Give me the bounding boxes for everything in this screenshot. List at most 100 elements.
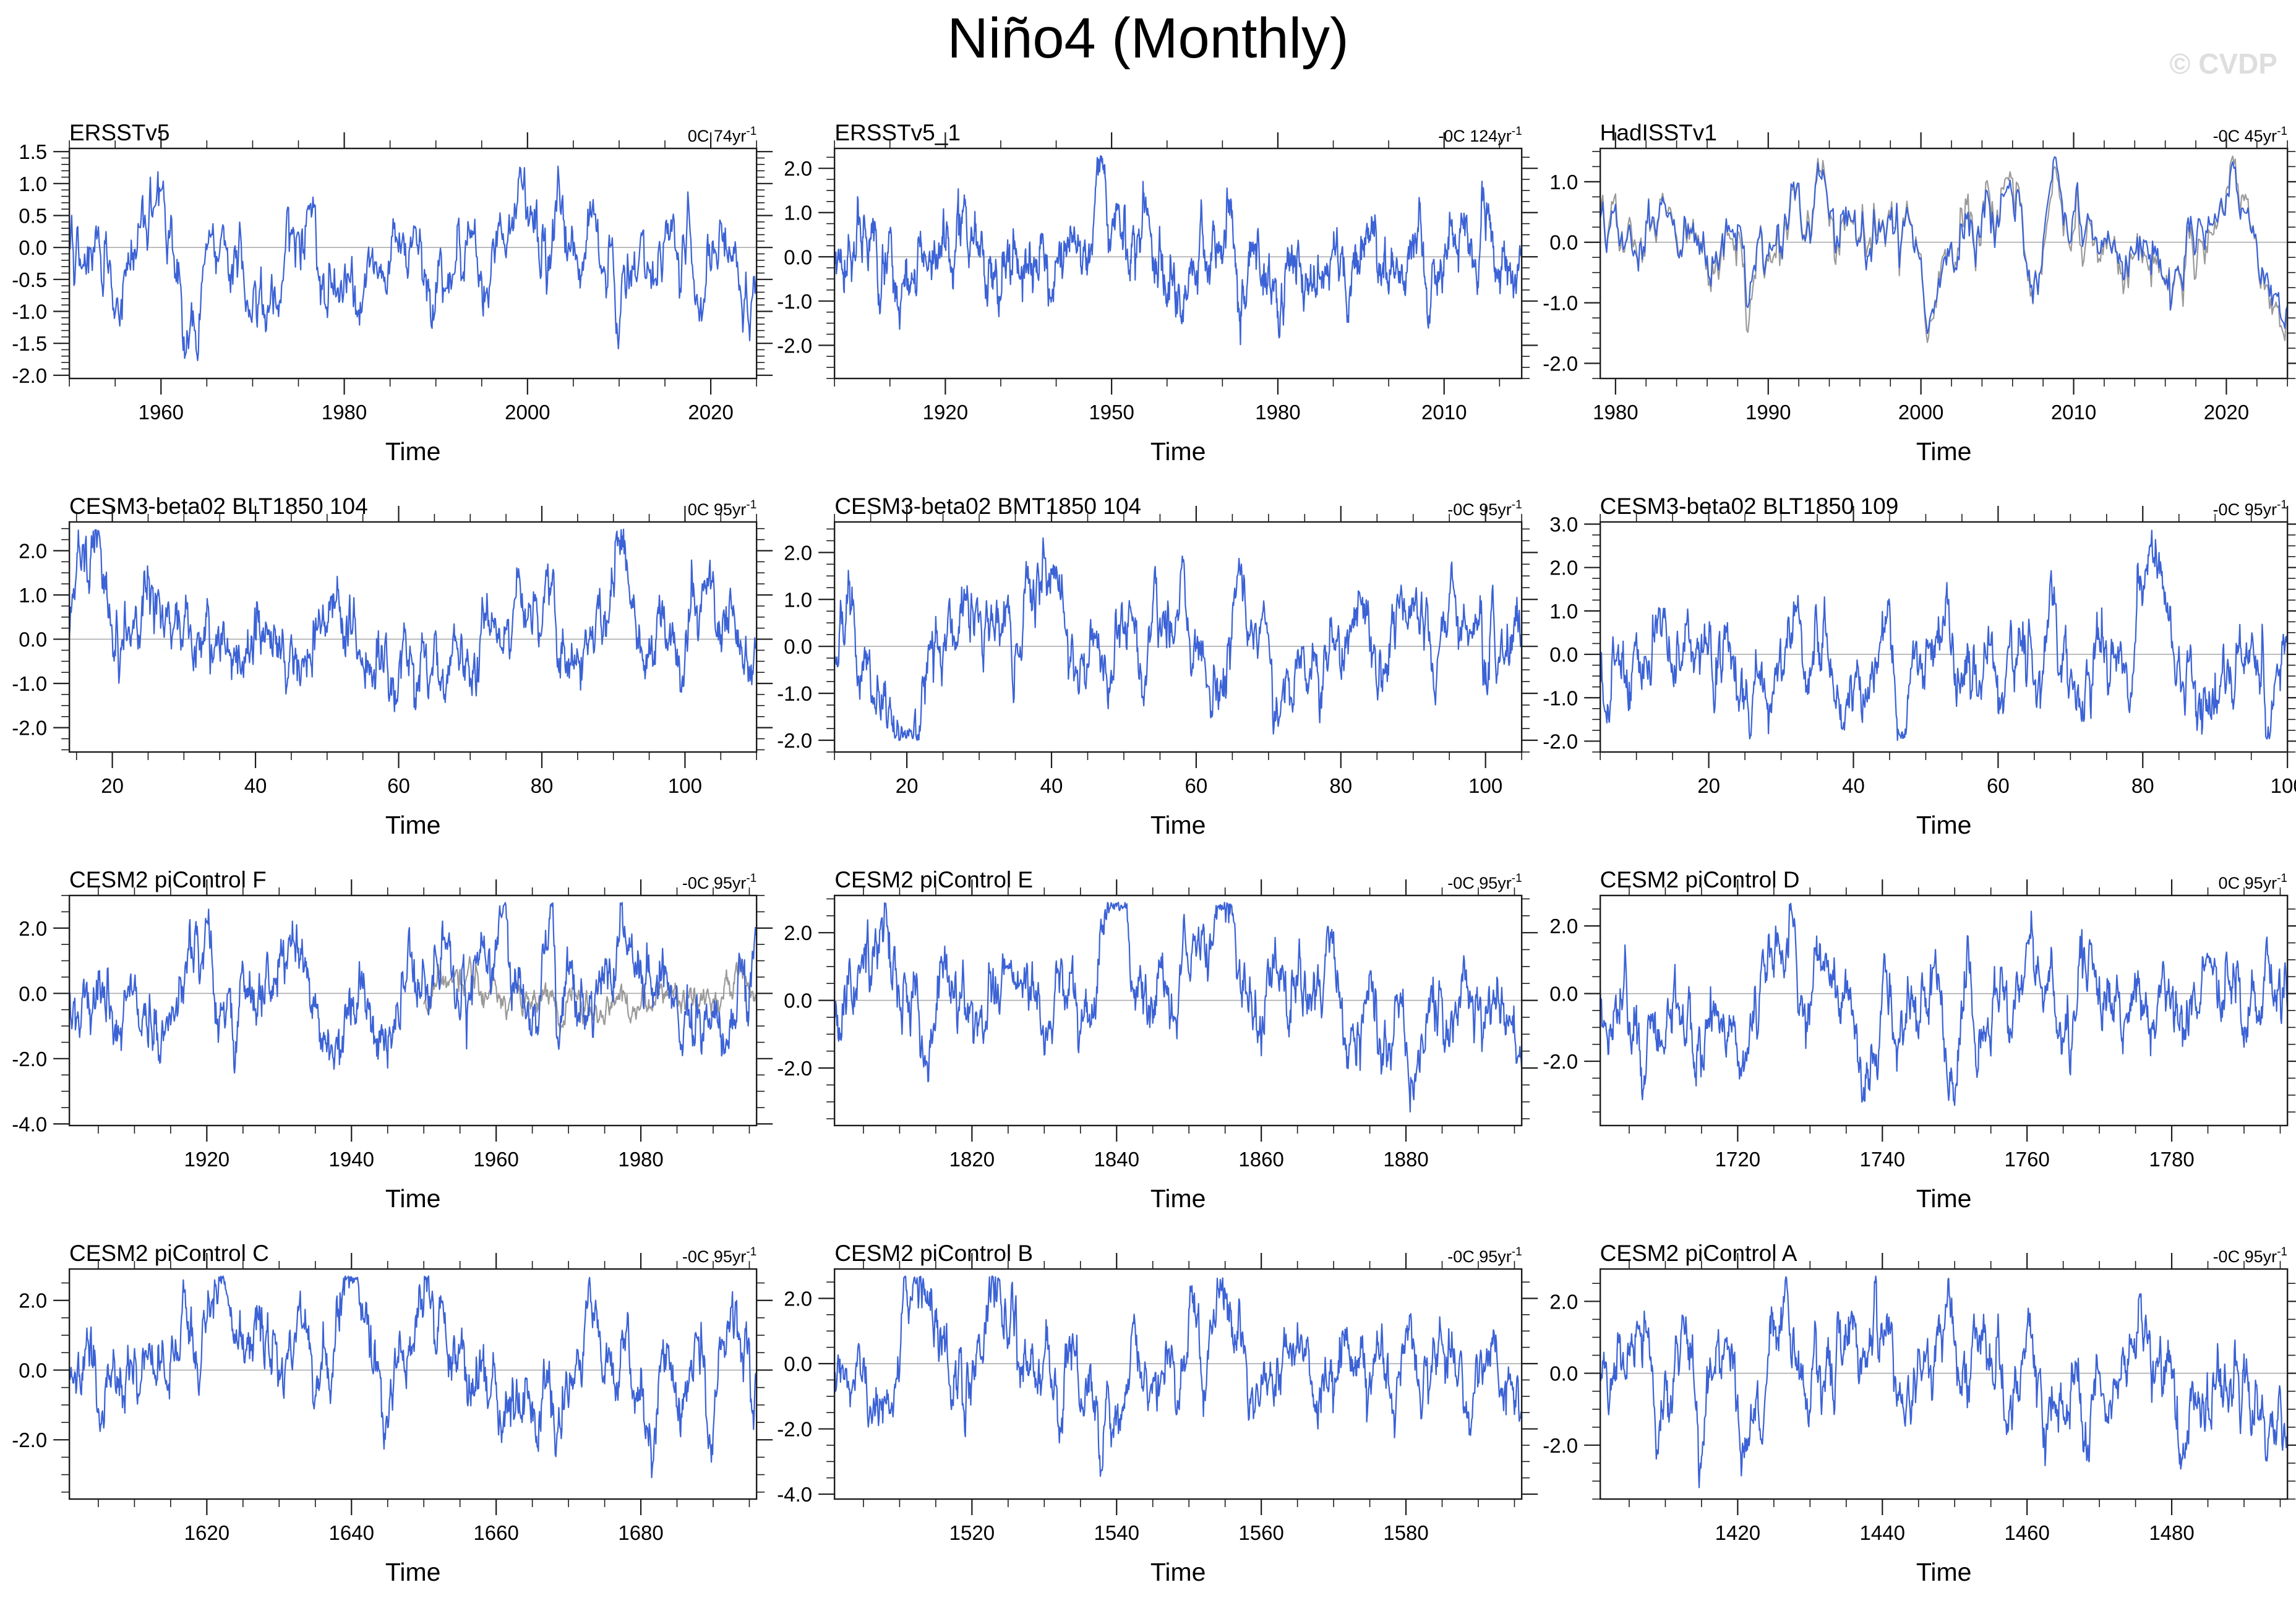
x-tick-label: 60: [387, 774, 410, 797]
chart-panel: CESM2 piControl D 0C 95yr-1 1720 1740 1760…: [1531, 852, 2296, 1226]
x-tick-label: 80: [1330, 774, 1353, 797]
chart-panel: HadISSTv1 -0C 45yr-1 1980 1990 2000 2010 202…: [1531, 105, 2296, 479]
chart-panel: CESM3-beta02 BLT1850 104 0C 95yr-1 20 40 6…: [0, 479, 773, 852]
series-line: [69, 528, 758, 712]
y-tick-label: -2.0: [12, 717, 47, 740]
y-tick-label: -4.0: [777, 1483, 813, 1506]
x-axis-title: Time: [1150, 1558, 1206, 1586]
x-tick-label: 100: [2270, 774, 2296, 797]
x-tick-label: 40: [1040, 774, 1063, 797]
series-line: [834, 1275, 1522, 1477]
x-tick-label: 20: [896, 774, 919, 797]
x-tick-label: 1760: [2004, 1148, 2049, 1171]
y-tick-label: 0.0: [19, 628, 47, 651]
x-axis-title: Time: [385, 1184, 441, 1213]
y-tick-label: 2.0: [784, 157, 813, 180]
plot-frame: [68, 1268, 758, 1500]
y-tick-label: 1.0: [1549, 600, 1578, 623]
plot-canvas: 1920 1950 1980 2010 2.0 1.0 0.0 -1.0 -2.0 Time: [777, 132, 1538, 466]
y-tick-label: 2.0: [19, 540, 47, 563]
x-tick-label: 1780: [2149, 1148, 2194, 1171]
x-tick-label: 2020: [688, 401, 733, 424]
y-tick-label: -2.0: [1543, 1050, 1578, 1073]
x-axis-title: Time: [1150, 437, 1206, 466]
y-tick-label: -0.5: [12, 268, 47, 291]
page-title: Niño4 (Monthly): [947, 7, 1349, 70]
x-tick-label: 1640: [329, 1521, 374, 1544]
x-tick-label: 1980: [322, 401, 367, 424]
x-tick-label: 80: [2131, 774, 2154, 797]
x-tick-label: 80: [531, 774, 554, 797]
x-axis-title: Time: [385, 437, 441, 466]
y-tick-label: 0.0: [1549, 983, 1578, 1006]
x-axis-title: Time: [1916, 437, 1972, 466]
y-tick-label: 1.0: [19, 584, 47, 607]
y-tick-label: -1.0: [777, 682, 813, 705]
y-tick-label: 0.0: [1549, 231, 1578, 254]
y-tick-label: 3.0: [1549, 513, 1578, 536]
y-tick-label: -2.0: [1543, 730, 1578, 753]
panel-grid: ERSSTv5 0C 74yr-1 1960 1980 2000 2020 1.5 1.0…: [0, 105, 2296, 1599]
plot-frame: [1599, 521, 2289, 753]
y-tick-label: -2.0: [777, 729, 813, 752]
plot-frame: [834, 894, 1523, 1127]
y-tick-label: -4.0: [12, 1113, 47, 1135]
overlay-line: [1599, 155, 2288, 343]
x-tick-label: 1680: [618, 1521, 663, 1544]
series-line: [1599, 1275, 2288, 1489]
y-tick-label: 2.0: [1549, 915, 1578, 938]
x-tick-label: 100: [1468, 774, 1502, 797]
y-tick-label: -2.0: [777, 334, 813, 357]
x-tick-label: 1720: [1715, 1148, 1760, 1171]
chart-panel: CESM2 piControl B -0C 95yr-1 1520 1540 156…: [765, 1226, 1538, 1599]
plot-frame: [68, 147, 758, 380]
y-tick-label: -1.0: [12, 301, 47, 323]
x-axis-title: Time: [385, 811, 441, 839]
chart-panel: CESM2 piControl C -0C 95yr-1 1620 1640 166…: [0, 1226, 773, 1599]
series-line: [69, 165, 758, 361]
x-tick-label: 1480: [2149, 1521, 2194, 1544]
x-axis-title: Time: [1916, 1184, 1972, 1213]
plot-frame: [834, 1268, 1523, 1500]
x-axis-title: Time: [1916, 1558, 1972, 1586]
x-tick-label: 1460: [2004, 1521, 2049, 1544]
series-line: [69, 1275, 758, 1479]
plot-canvas: 1980 1990 2000 2010 2020 1.0 0.0 -1.0 -2.0 Time: [1543, 132, 2296, 466]
x-tick-label: 1440: [1859, 1521, 1904, 1544]
y-tick-label: 0.0: [784, 989, 813, 1012]
x-tick-label: 1560: [1239, 1521, 1284, 1544]
plot-frame: [68, 894, 758, 1127]
y-tick-label: -1.5: [12, 332, 47, 355]
plot-frame: [1599, 894, 2289, 1127]
x-tick-label: 2010: [1421, 401, 1467, 424]
plot-canvas: 1960 1980 2000 2020 1.5 1.0 0.5 0.0 -0.5 -1.0 -1.5…: [12, 132, 773, 466]
x-tick-label: 1920: [184, 1148, 229, 1171]
y-tick-label: -1.0: [777, 290, 813, 313]
y-tick-label: 1.0: [19, 173, 47, 195]
x-tick-label: 1990: [1746, 401, 1791, 424]
y-tick-label: 0.0: [19, 1359, 47, 1382]
y-tick-label: 2.0: [1549, 1290, 1578, 1313]
series-line: [834, 537, 1523, 741]
x-tick-label: 1820: [949, 1148, 995, 1171]
chart-panel: CESM2 piControl A -0C 95yr-1 1420 1440 146…: [1531, 1226, 2296, 1599]
plot-canvas: 1820 1840 1860 1880 2.0 0.0 -2.0 Time: [777, 879, 1538, 1213]
y-tick-label: 0.0: [1549, 643, 1578, 666]
y-tick-label: -1.0: [12, 672, 47, 695]
series-line: [1599, 156, 2288, 335]
y-tick-label: 2.0: [784, 921, 813, 944]
y-tick-label: -2.0: [12, 1048, 47, 1070]
y-tick-label: 2.0: [19, 1289, 47, 1312]
plot-canvas: 1420 1440 1460 1480 2.0 0.0 -2.0 Time: [1543, 1253, 2296, 1586]
x-axis-title: Time: [1150, 1184, 1206, 1213]
x-tick-label: 1880: [1384, 1148, 1429, 1171]
x-axis-title: Time: [385, 1558, 441, 1586]
x-tick-label: 1950: [1089, 401, 1134, 424]
x-tick-label: 1520: [949, 1521, 995, 1544]
plot-frame: [834, 147, 1523, 380]
y-tick-label: 2.0: [19, 917, 47, 940]
y-tick-label: 0.0: [784, 635, 813, 658]
x-tick-label: 1980: [618, 1148, 663, 1171]
x-tick-label: 60: [1185, 774, 1208, 797]
x-tick-label: 2010: [2050, 401, 2096, 424]
